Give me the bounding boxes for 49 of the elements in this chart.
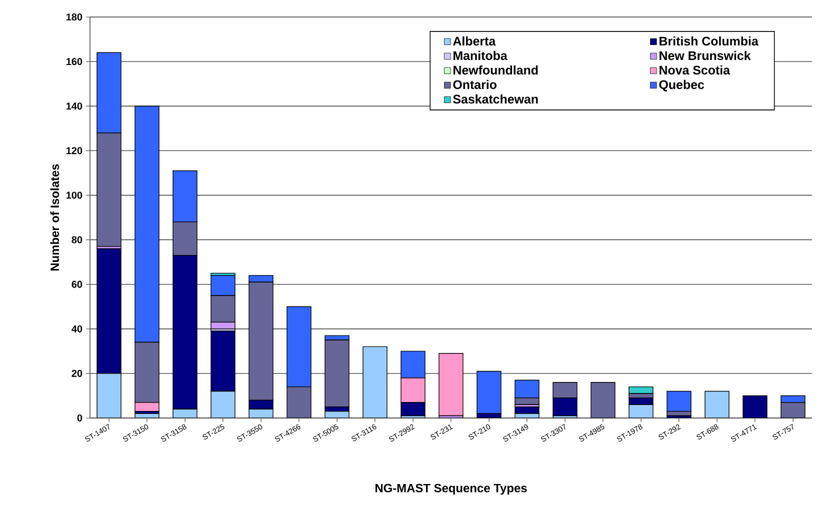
bar xyxy=(552,398,578,416)
legend-label: Quebec xyxy=(659,80,704,92)
bar xyxy=(552,382,578,398)
bar xyxy=(172,170,198,222)
bar xyxy=(96,248,122,374)
bar xyxy=(704,390,730,418)
legend-label: Ontario xyxy=(453,80,497,90)
bar xyxy=(286,306,312,388)
bar xyxy=(172,255,198,410)
bar xyxy=(134,402,160,412)
y-tick-label: 0 xyxy=(77,414,82,422)
bar xyxy=(210,330,236,392)
legend-label: Manitoba xyxy=(454,50,508,60)
bar xyxy=(514,380,540,398)
bar xyxy=(324,340,350,408)
bar xyxy=(210,390,236,418)
legend-label: Alberta xyxy=(453,36,496,46)
bar xyxy=(134,342,160,403)
y-tick-label: 60 xyxy=(72,280,82,288)
legend-label: Nova Scotia xyxy=(660,65,730,75)
y-axis-title: Number of Isolates xyxy=(50,164,60,271)
bar xyxy=(666,390,692,412)
bar xyxy=(629,404,654,418)
bar xyxy=(400,402,426,416)
legend-label: Newfoundland xyxy=(454,65,538,75)
bar xyxy=(248,282,274,401)
y-tick-label: 180 xyxy=(66,13,82,21)
y-tick-label: 20 xyxy=(72,370,82,377)
bar xyxy=(210,275,236,296)
legend-label: British Columbia xyxy=(660,36,758,46)
x-axis-title: NG-MAST Sequence Types xyxy=(376,484,527,495)
bar xyxy=(362,346,388,418)
y-tick-label: 140 xyxy=(66,102,82,110)
bar xyxy=(96,373,122,418)
y-tick-label: 120 xyxy=(66,147,82,154)
bar xyxy=(476,370,502,414)
bar xyxy=(590,382,616,418)
y-tick-label: 40 xyxy=(72,325,82,332)
bar xyxy=(742,395,768,418)
y-tick-label: 100 xyxy=(66,192,82,199)
y-tick-label: 160 xyxy=(66,58,82,66)
bar xyxy=(286,386,312,418)
bar xyxy=(210,295,236,323)
bar xyxy=(96,132,122,247)
legend-label: New Brunswick xyxy=(660,50,751,60)
y-tick-label: 80 xyxy=(72,236,82,244)
legend-label: Saskatchewan xyxy=(453,94,538,104)
bar xyxy=(172,222,198,256)
bar xyxy=(248,275,274,282)
